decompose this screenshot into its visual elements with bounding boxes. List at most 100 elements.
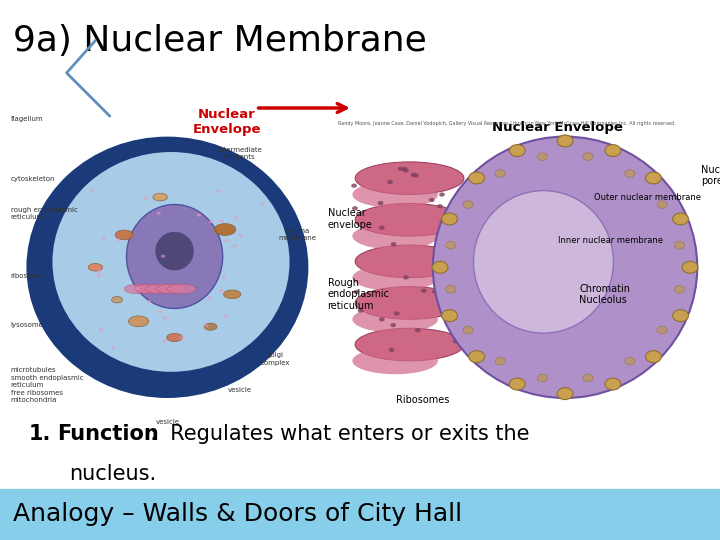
- Ellipse shape: [204, 324, 209, 327]
- Ellipse shape: [110, 346, 114, 349]
- Ellipse shape: [605, 378, 621, 390]
- Ellipse shape: [167, 284, 197, 294]
- Ellipse shape: [557, 135, 573, 147]
- Ellipse shape: [403, 275, 409, 280]
- Text: Chromatin
Nucleolus: Chromatin Nucleolus: [580, 284, 631, 305]
- Bar: [324, 119, 713, 416]
- Ellipse shape: [441, 310, 457, 322]
- Ellipse shape: [352, 264, 438, 291]
- Ellipse shape: [354, 290, 359, 294]
- Text: rough endoplasmic
reticulum: rough endoplasmic reticulum: [11, 207, 78, 220]
- Ellipse shape: [441, 213, 457, 225]
- Ellipse shape: [646, 172, 662, 184]
- Ellipse shape: [153, 193, 167, 201]
- Ellipse shape: [89, 264, 103, 271]
- Bar: [7, 119, 328, 416]
- Ellipse shape: [167, 333, 183, 342]
- Ellipse shape: [391, 242, 397, 246]
- Ellipse shape: [96, 274, 101, 277]
- Ellipse shape: [557, 388, 573, 400]
- Ellipse shape: [463, 326, 473, 334]
- Ellipse shape: [157, 212, 161, 215]
- Ellipse shape: [204, 323, 217, 330]
- Ellipse shape: [682, 261, 698, 273]
- Ellipse shape: [145, 284, 175, 294]
- Ellipse shape: [135, 287, 139, 290]
- Text: Rough
endoplasmic
reticulum: Rough endoplasmic reticulum: [328, 278, 390, 311]
- Text: Nuclear
envelope: Nuclear envelope: [328, 208, 372, 230]
- Ellipse shape: [474, 191, 613, 333]
- Ellipse shape: [355, 328, 464, 361]
- Ellipse shape: [223, 315, 228, 319]
- Ellipse shape: [437, 204, 443, 208]
- Ellipse shape: [238, 234, 243, 237]
- Ellipse shape: [432, 261, 448, 273]
- Ellipse shape: [124, 284, 153, 294]
- Ellipse shape: [351, 184, 357, 188]
- Text: golgi
complex: golgi complex: [261, 353, 290, 366]
- Ellipse shape: [261, 202, 265, 205]
- Ellipse shape: [352, 181, 438, 208]
- Ellipse shape: [102, 236, 106, 239]
- Ellipse shape: [135, 284, 164, 294]
- Text: 9a) Nuclear Membrane: 9a) Nuclear Membrane: [13, 24, 427, 58]
- Ellipse shape: [394, 312, 400, 316]
- Ellipse shape: [127, 205, 222, 308]
- Ellipse shape: [463, 201, 473, 208]
- Text: flagellum: flagellum: [11, 117, 43, 123]
- Text: intermediate
filaments: intermediate filaments: [217, 147, 262, 160]
- Ellipse shape: [432, 289, 438, 294]
- Ellipse shape: [217, 190, 221, 193]
- Ellipse shape: [53, 152, 289, 372]
- Text: plasma
membrane: plasma membrane: [278, 228, 316, 241]
- Ellipse shape: [446, 286, 456, 293]
- Text: Nuclear
Envelope: Nuclear Envelope: [192, 108, 261, 136]
- Ellipse shape: [147, 300, 151, 303]
- Text: cytoskeleton: cytoskeleton: [11, 176, 55, 182]
- Ellipse shape: [439, 192, 445, 197]
- Ellipse shape: [389, 348, 395, 352]
- Ellipse shape: [582, 153, 593, 160]
- Text: lysosome: lysosome: [11, 322, 44, 328]
- Ellipse shape: [215, 224, 236, 235]
- Text: Nuclear Envelope: Nuclear Envelope: [492, 122, 624, 134]
- Text: Randy Moore, Joanne Case, Daniel Vodopich, Gallery Visual Resources Library in N: Randy Moore, Joanne Case, Daniel Vodopic…: [338, 122, 676, 126]
- Text: vesicle: vesicle: [228, 387, 251, 393]
- Ellipse shape: [397, 167, 403, 171]
- Ellipse shape: [220, 219, 224, 222]
- Ellipse shape: [446, 241, 456, 249]
- Ellipse shape: [223, 290, 241, 299]
- Ellipse shape: [625, 170, 635, 177]
- Ellipse shape: [378, 201, 384, 205]
- Ellipse shape: [453, 339, 459, 343]
- Ellipse shape: [355, 287, 464, 319]
- Ellipse shape: [379, 226, 384, 230]
- Ellipse shape: [352, 348, 438, 374]
- Ellipse shape: [161, 254, 165, 258]
- Ellipse shape: [469, 350, 485, 362]
- Text: Function: Function: [58, 424, 159, 444]
- Ellipse shape: [355, 245, 464, 278]
- Ellipse shape: [675, 286, 685, 293]
- Ellipse shape: [208, 296, 212, 299]
- Ellipse shape: [403, 168, 409, 173]
- Ellipse shape: [537, 374, 547, 382]
- Ellipse shape: [605, 145, 621, 157]
- Ellipse shape: [352, 206, 358, 211]
- Ellipse shape: [209, 220, 213, 224]
- Ellipse shape: [421, 288, 427, 293]
- Ellipse shape: [115, 230, 133, 240]
- Ellipse shape: [355, 204, 464, 236]
- Ellipse shape: [387, 180, 393, 184]
- Text: Analogy – Walls & Doors of City Hall: Analogy – Walls & Doors of City Hall: [13, 502, 462, 526]
- Ellipse shape: [27, 137, 308, 398]
- Ellipse shape: [433, 137, 697, 398]
- Ellipse shape: [429, 198, 435, 202]
- Ellipse shape: [672, 213, 688, 225]
- Ellipse shape: [179, 336, 184, 340]
- Ellipse shape: [495, 170, 505, 177]
- Ellipse shape: [537, 153, 547, 160]
- Text: Ribosomes: Ribosomes: [396, 395, 449, 405]
- Ellipse shape: [352, 306, 438, 333]
- Ellipse shape: [163, 340, 167, 343]
